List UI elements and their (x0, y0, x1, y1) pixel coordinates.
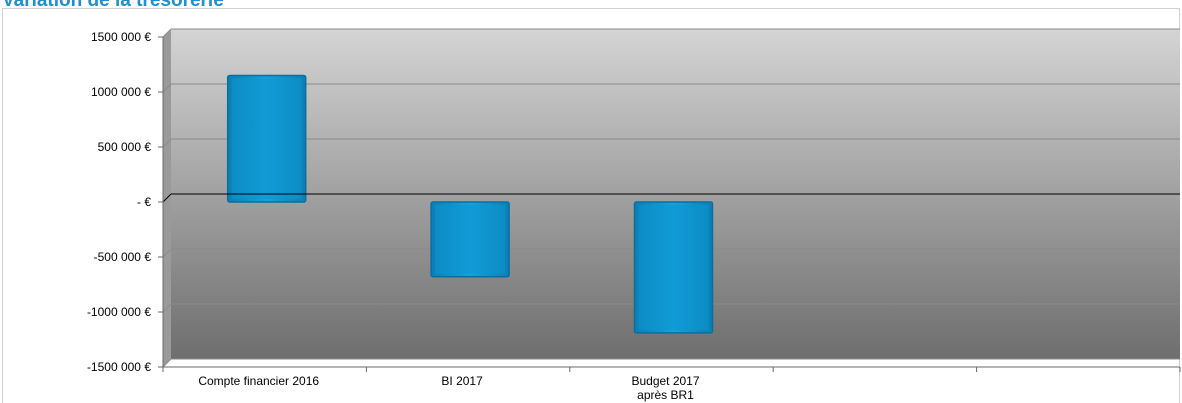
x-tick-label: Budget 2017 après BR1 (631, 374, 699, 402)
bar-face (638, 205, 709, 330)
bar-face (435, 205, 506, 274)
y-tick-label: -1000 000 € (87, 305, 151, 319)
gridline-depth (162, 303, 172, 313)
axes (158, 36, 1181, 372)
x-tick-label: Compte financier 2016 (198, 374, 319, 388)
y-tick-label: -500 000 € (94, 250, 152, 264)
bar-0 (226, 74, 307, 203)
bar-face (231, 78, 302, 199)
bars (226, 74, 714, 334)
y-tick-label: - € (137, 195, 151, 209)
bar-2 (633, 201, 714, 334)
x-tick-labels: Compte financier 2016 BI 2017 Budget 2017 a… (198, 374, 700, 402)
y-tick-label: 500 000 € (98, 140, 152, 154)
zero-line-depth (162, 193, 172, 203)
gridline-depth (162, 138, 172, 148)
chart-title: Variation de la trésorerie (2, 0, 224, 11)
bar-1 (430, 201, 510, 278)
y-tick-labels: 1500 000 € 1000 000 € 500 000 € - € -500 000… (87, 30, 151, 374)
x-tick-label: BI 2017 (441, 374, 483, 388)
gridline-depth (162, 358, 172, 368)
gridline-depth (162, 248, 172, 258)
y-tick-label: 1000 000 € (91, 85, 151, 99)
y-tick-label: -1500 000 € (87, 360, 151, 374)
gridline-depth (162, 28, 172, 38)
y-tick-label: 1500 000 € (91, 30, 151, 44)
gridline-depth (162, 83, 172, 93)
